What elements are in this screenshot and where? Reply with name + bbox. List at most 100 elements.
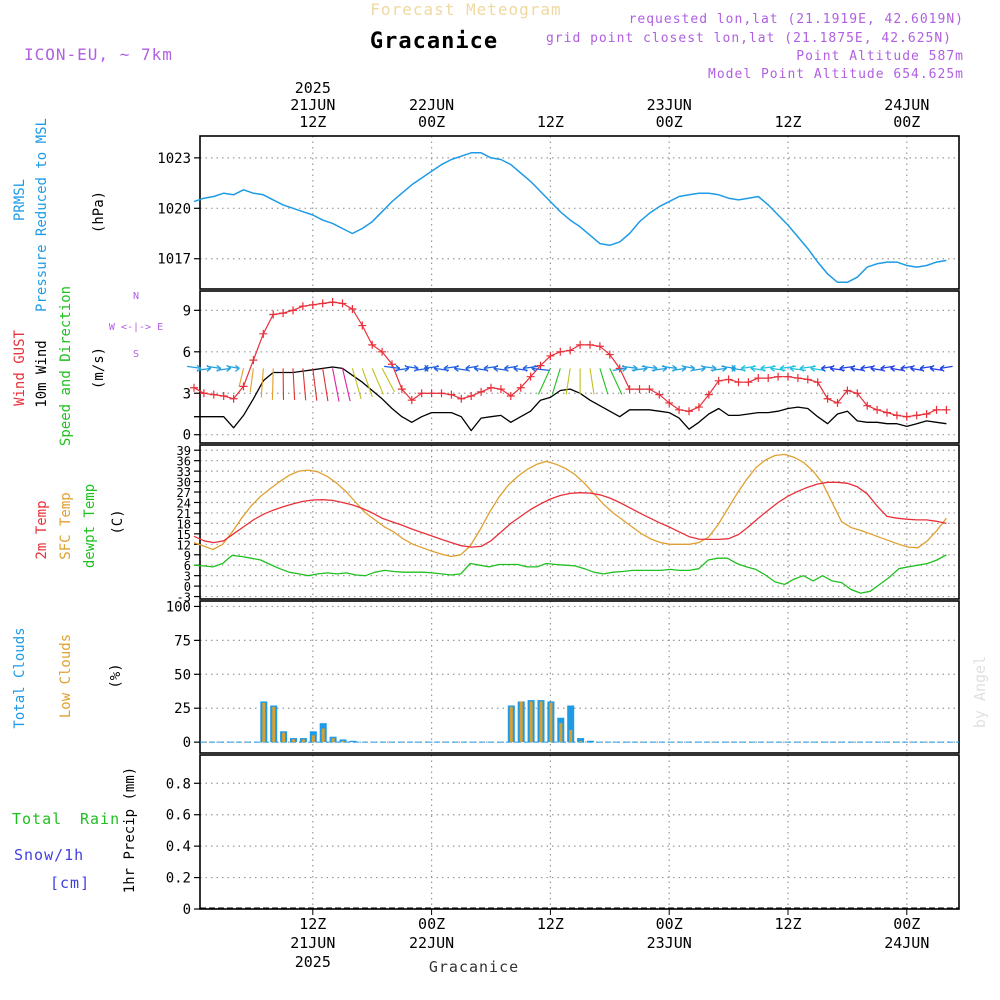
low-cloud-bar (311, 735, 315, 743)
wind-gust-label: Wind GUST (12, 330, 28, 406)
wind-direction-arrow (271, 368, 274, 400)
gust-marker (328, 298, 337, 307)
gust-marker (635, 385, 644, 394)
top-time-label: 22JUN (409, 96, 454, 114)
wind-arrow-head (870, 364, 876, 372)
wind-arrow-head (779, 364, 785, 372)
y-tick-label: 0.8 (166, 776, 191, 792)
gust-marker (892, 411, 901, 420)
bottom-time-label: 24JUN (884, 934, 929, 952)
wind-direction-arrow (312, 368, 318, 401)
wind-direction-arrow (701, 365, 717, 370)
gust-marker (724, 375, 733, 384)
gust-marker (368, 340, 377, 349)
wind-arrow-head (770, 364, 775, 372)
total-clouds-label: Total Clouds (12, 627, 28, 728)
y-tick-label: 0 (183, 902, 191, 918)
y-tick-label: 0 (183, 428, 191, 444)
wind-direction-label: Speed and Direction (58, 286, 74, 446)
wind-arrow-head (799, 364, 805, 372)
top-time-label: 12Z (774, 113, 801, 131)
wind-direction-arrow (599, 368, 609, 395)
wind-direction-arrow (692, 367, 706, 372)
gust-marker (566, 346, 575, 355)
wind-direction-arrow (565, 368, 571, 395)
gust-marker (883, 408, 891, 417)
wind-arrow-head (513, 364, 519, 372)
wind-arrow-head (234, 364, 240, 372)
gust-marker (793, 374, 802, 383)
wind-direction-arrow (381, 368, 395, 393)
gust-marker (754, 374, 763, 383)
wind-10m-label: 10m Wind (34, 340, 50, 407)
gust-marker (477, 387, 486, 396)
wind-arrow-head (890, 364, 896, 372)
wind-direction-arrow (238, 368, 245, 387)
gust-marker (694, 403, 703, 412)
low-cloud-bar (509, 706, 513, 743)
top-time-label: 12Z (537, 113, 564, 131)
wind-unit: (m/s) (91, 347, 107, 389)
y-tick-label: 50 (174, 667, 191, 683)
y-tick-label: 9 (183, 303, 191, 319)
chart-marks: 1017102010230369-30369121518212427303336… (157, 79, 960, 971)
dewpt-line (193, 554, 947, 594)
bottom-time-label: 22JUN (409, 934, 454, 952)
gust-marker (932, 405, 941, 414)
precip-snow-label: Snow/1h (14, 846, 84, 864)
low-cloud-bar (529, 701, 533, 743)
panel-frame (199, 135, 960, 290)
y-tick-label: 0.6 (166, 808, 191, 824)
wind-direction-arrow (631, 367, 648, 372)
wind-arrow-head (919, 364, 925, 372)
low-cloud-bar (559, 723, 563, 743)
wind-direction-arrow (641, 365, 658, 370)
gust-marker (417, 389, 426, 398)
y-tick-label: 3 (183, 386, 191, 402)
wind-direction-arrow (292, 368, 296, 400)
wind-direction-arrow (341, 368, 351, 402)
wind-direction-arrow (351, 368, 362, 400)
gust-marker (744, 378, 753, 387)
y-tick-label: 3 (184, 570, 191, 584)
low-cloud-bar (282, 732, 286, 743)
wind-arrow-head (829, 364, 835, 372)
wind-arrow-head (731, 364, 736, 372)
footer-location: Gracanice (429, 958, 519, 976)
top-time-label: 00Z (418, 113, 445, 131)
temp-2m-label: 2m Temp (34, 500, 50, 559)
y-tick-label: 100 (166, 599, 191, 615)
low-cloud-bar (549, 702, 553, 743)
y-tick-label: 6 (184, 559, 191, 573)
gust-marker (675, 405, 684, 414)
model-label: ICON-EU, ~ 7km (24, 45, 173, 64)
top-time-label: 00Z (656, 113, 683, 131)
gust-marker (229, 394, 238, 403)
bottom-time-label: 2025 (295, 953, 331, 971)
gust-marker (298, 302, 307, 311)
gust-marker (704, 390, 713, 399)
temp-dewpt-label: dewpt Temp (82, 484, 98, 568)
wind-direction-arrow (920, 365, 934, 370)
gust-marker (209, 390, 218, 399)
low-cloud-bar (341, 740, 345, 743)
wind-direction-arrow (361, 368, 373, 398)
wind-direction-arrow (465, 365, 477, 370)
gust-marker (556, 347, 565, 356)
wind-direction-arrow (810, 367, 825, 372)
low-cloud-bar (292, 739, 295, 743)
wind-direction-arrow (302, 368, 307, 401)
wind-arrow-head (810, 364, 816, 372)
gust-marker (190, 383, 198, 392)
gust-marker (714, 376, 723, 385)
watermark: by Angel (971, 656, 989, 728)
gust-marker (506, 392, 515, 401)
low-cloud-bar (569, 729, 573, 743)
wind-direction-arrow (216, 367, 231, 372)
bottom-time-label: 00Z (418, 915, 445, 933)
wind-direction-arrow (621, 365, 638, 370)
gust-marker (833, 398, 842, 407)
gust-marker (279, 309, 288, 318)
gust-marker (308, 300, 317, 309)
